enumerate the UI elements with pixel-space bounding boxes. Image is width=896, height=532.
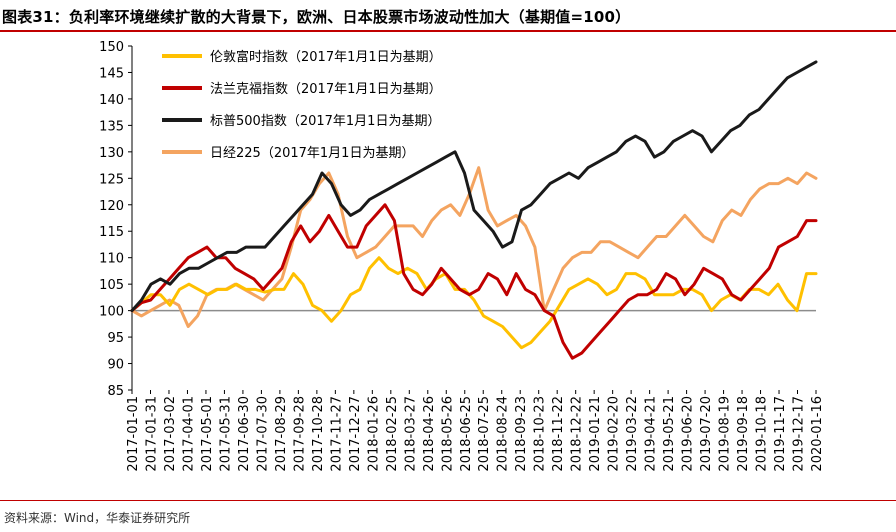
x-tick-label: 2018-04-26 bbox=[422, 396, 437, 472]
y-tick-label: 120 bbox=[99, 199, 124, 214]
x-tick-label: 2018-03-27 bbox=[403, 396, 418, 472]
x-tick-label: 2019-05-21 bbox=[662, 396, 677, 472]
x-tick-label: 2017-05-01 bbox=[200, 396, 215, 472]
y-tick-label: 145 bbox=[99, 66, 124, 81]
x-tick-label: 2019-11-17 bbox=[773, 396, 788, 472]
legend-label: 标普500指数（2017年1月1日为基期） bbox=[210, 114, 440, 129]
y-tick-label: 115 bbox=[99, 225, 124, 240]
x-tick-label: 2018-11-22 bbox=[551, 396, 566, 472]
x-tick-label: 2018-01-26 bbox=[366, 396, 381, 472]
x-tick-label: 2019-10-18 bbox=[755, 396, 770, 472]
x-tick-label: 2018-02-25 bbox=[385, 396, 400, 472]
x-tick-label: 2019-06-20 bbox=[681, 396, 696, 472]
x-tick-label: 2017-01-31 bbox=[144, 396, 159, 472]
y-tick-label: 105 bbox=[99, 278, 124, 293]
x-tick-label: 2019-07-20 bbox=[699, 396, 714, 472]
series-line bbox=[130, 256, 818, 350]
x-tick-label: 2017-03-02 bbox=[163, 396, 178, 472]
y-tick-label: 100 bbox=[99, 305, 124, 320]
x-tick-label: 2017-08-29 bbox=[274, 396, 289, 472]
chart-title: 图表31：负利率环境继续扩散的大背景下，欧洲、日本股票市场波动性加大（基期值=1… bbox=[2, 8, 631, 26]
x-tick-label: 2017-07-30 bbox=[255, 396, 270, 472]
x-tick-label: 2019-09-18 bbox=[736, 396, 751, 472]
x-tick-label: 2017-06-30 bbox=[237, 396, 252, 472]
y-tick-label: 90 bbox=[107, 358, 124, 373]
series-line bbox=[130, 203, 818, 360]
x-tick-label: 2019-01-21 bbox=[588, 396, 603, 472]
title-divider bbox=[0, 30, 896, 32]
source-divider bbox=[0, 500, 896, 501]
x-tick-label: 2017-10-28 bbox=[311, 396, 326, 472]
y-tick-label: 130 bbox=[99, 146, 124, 161]
x-tick-label: 2018-10-23 bbox=[533, 396, 548, 472]
x-tick-label: 2018-09-23 bbox=[514, 396, 529, 472]
y-tick-label: 110 bbox=[99, 252, 124, 267]
y-tick-label: 95 bbox=[107, 331, 124, 346]
x-tick-label: 2017-05-31 bbox=[218, 396, 233, 472]
y-tick-label: 135 bbox=[99, 119, 124, 134]
y-tick-label: 140 bbox=[99, 93, 124, 108]
x-tick-label: 2019-02-20 bbox=[607, 396, 622, 472]
x-tick-label: 2017-09-28 bbox=[292, 396, 307, 472]
source-note: 资料来源：Wind，华泰证券研究所 bbox=[4, 511, 191, 525]
x-tick-label: 2017-11-27 bbox=[329, 396, 344, 472]
x-tick-label: 2017-12-27 bbox=[348, 396, 363, 472]
legend-label: 法兰克福指数（2017年1月1日为基期） bbox=[210, 82, 442, 97]
x-tick-label: 2017-04-01 bbox=[181, 396, 196, 472]
x-tick-label: 2018-08-24 bbox=[496, 396, 511, 472]
x-tick-label: 2020-01-16 bbox=[810, 396, 825, 472]
y-tick-label: 85 bbox=[107, 384, 124, 399]
chart: 85 90 95 100 105 110 115 120 125 130 135 140 145 150 2… bbox=[99, 40, 825, 472]
x-tick-label: 2018-12-22 bbox=[570, 396, 585, 472]
x-tick-label: 2019-08-19 bbox=[718, 396, 733, 472]
y-tick-label: 150 bbox=[99, 40, 124, 55]
x-tick-label: 2018-06-25 bbox=[459, 396, 474, 472]
x-tick-label: 2019-12-17 bbox=[792, 396, 807, 472]
legend-label: 伦敦富时指数（2017年1月1日为基期） bbox=[210, 49, 442, 65]
x-tick-label: 2019-04-21 bbox=[644, 396, 659, 472]
x-tick-label: 2019-03-22 bbox=[625, 396, 640, 472]
x-tick-label: 2018-07-25 bbox=[477, 396, 492, 472]
series-line bbox=[130, 60, 818, 313]
x-tick-label: 2017-01-01 bbox=[126, 396, 141, 472]
x-tick-label: 2018-05-26 bbox=[440, 396, 455, 472]
y-tick-label: 125 bbox=[99, 172, 124, 187]
legend-label: 日经225（2017年1月1日为基期） bbox=[210, 146, 414, 161]
